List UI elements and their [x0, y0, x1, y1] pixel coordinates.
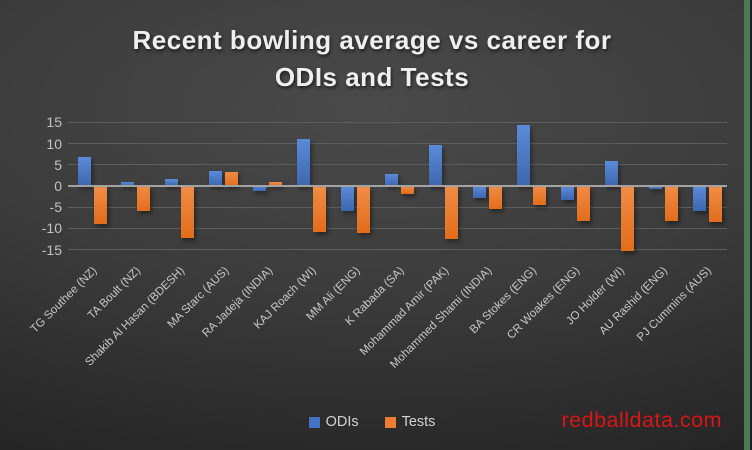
bar-tests-14: [664, 186, 678, 222]
y-axis-tick-label: 5: [54, 156, 62, 173]
legend-item-odis: ODIs: [308, 414, 359, 430]
bar-odis-11: [516, 124, 530, 186]
bar-odis-2: [121, 182, 135, 186]
bar-tests-15: [708, 186, 722, 223]
legend-label-tests: Tests: [401, 414, 436, 430]
bar-odis-15: [692, 186, 706, 211]
legend: ODIs Tests: [0, 412, 744, 432]
legend-swatch-odis: [308, 416, 320, 428]
bar-odis-1: [77, 157, 91, 186]
bar-tests-6: [313, 186, 327, 232]
bar-odis-4: [209, 171, 223, 186]
bar-odis-3: [165, 178, 179, 186]
bar-tests-3: [181, 186, 195, 238]
chart-title-line2: ODIs and Tests: [274, 62, 470, 92]
bar-odis-5: [253, 186, 267, 191]
gridline: [68, 249, 727, 251]
legend-item-tests: Tests: [384, 414, 436, 430]
right-edge-dark-strip: [750, 0, 752, 450]
legend-label-odis: ODIs: [325, 414, 359, 430]
bar-odis-8: [385, 174, 399, 186]
bar-tests-7: [357, 186, 371, 233]
bar-tests-1: [93, 186, 107, 225]
bar-odis-10: [472, 186, 486, 198]
bar-odis-12: [560, 186, 574, 201]
bar-odis-14: [648, 186, 662, 190]
y-axis-tick-label: 15: [46, 114, 62, 131]
bar-odis-7: [341, 186, 355, 211]
right-edge-green-strip: [744, 0, 750, 450]
chart-title: Recent bowling average vs career for ODI…: [0, 22, 744, 96]
x-axis-category-label: TG Southee (NZ): [28, 264, 100, 336]
bar-odis-6: [297, 138, 311, 186]
gridline: [68, 143, 727, 145]
legend-swatch-tests: [384, 416, 396, 428]
bar-tests-5: [269, 181, 283, 186]
gridline: [68, 206, 727, 208]
bar-tests-10: [488, 186, 502, 210]
bar-tests-8: [401, 186, 415, 195]
watermark-text: redballdata.com: [561, 408, 722, 432]
bar-tests-13: [620, 186, 634, 252]
bar-tests-11: [532, 186, 546, 205]
y-axis-tick-label: -5: [49, 199, 62, 216]
y-axis-tick-label: 0: [54, 178, 62, 194]
bar-odis-9: [428, 144, 442, 186]
chart-title-line1: Recent bowling average vs career for: [132, 25, 612, 55]
y-axis-tick-label: -15: [41, 241, 62, 258]
plot-area: 15 10 5 0 -5 -10 -15 TG Southee (NZ) TA Boult (N…: [28, 114, 727, 371]
gridline: [68, 121, 727, 123]
bar-tests-4: [225, 172, 239, 186]
zero-axis-line: [68, 185, 727, 187]
y-axis-tick-label: -10: [41, 220, 62, 237]
bar-odis-13: [604, 161, 618, 186]
y-axis-tick-label: 10: [46, 135, 62, 152]
gridline: [68, 164, 727, 166]
gridline: [68, 227, 727, 229]
bar-tests-9: [444, 186, 458, 239]
bar-tests-12: [576, 186, 590, 222]
bar-tests-2: [137, 186, 151, 212]
x-axis-category-label: PJ Cummins (AUS): [635, 264, 715, 344]
